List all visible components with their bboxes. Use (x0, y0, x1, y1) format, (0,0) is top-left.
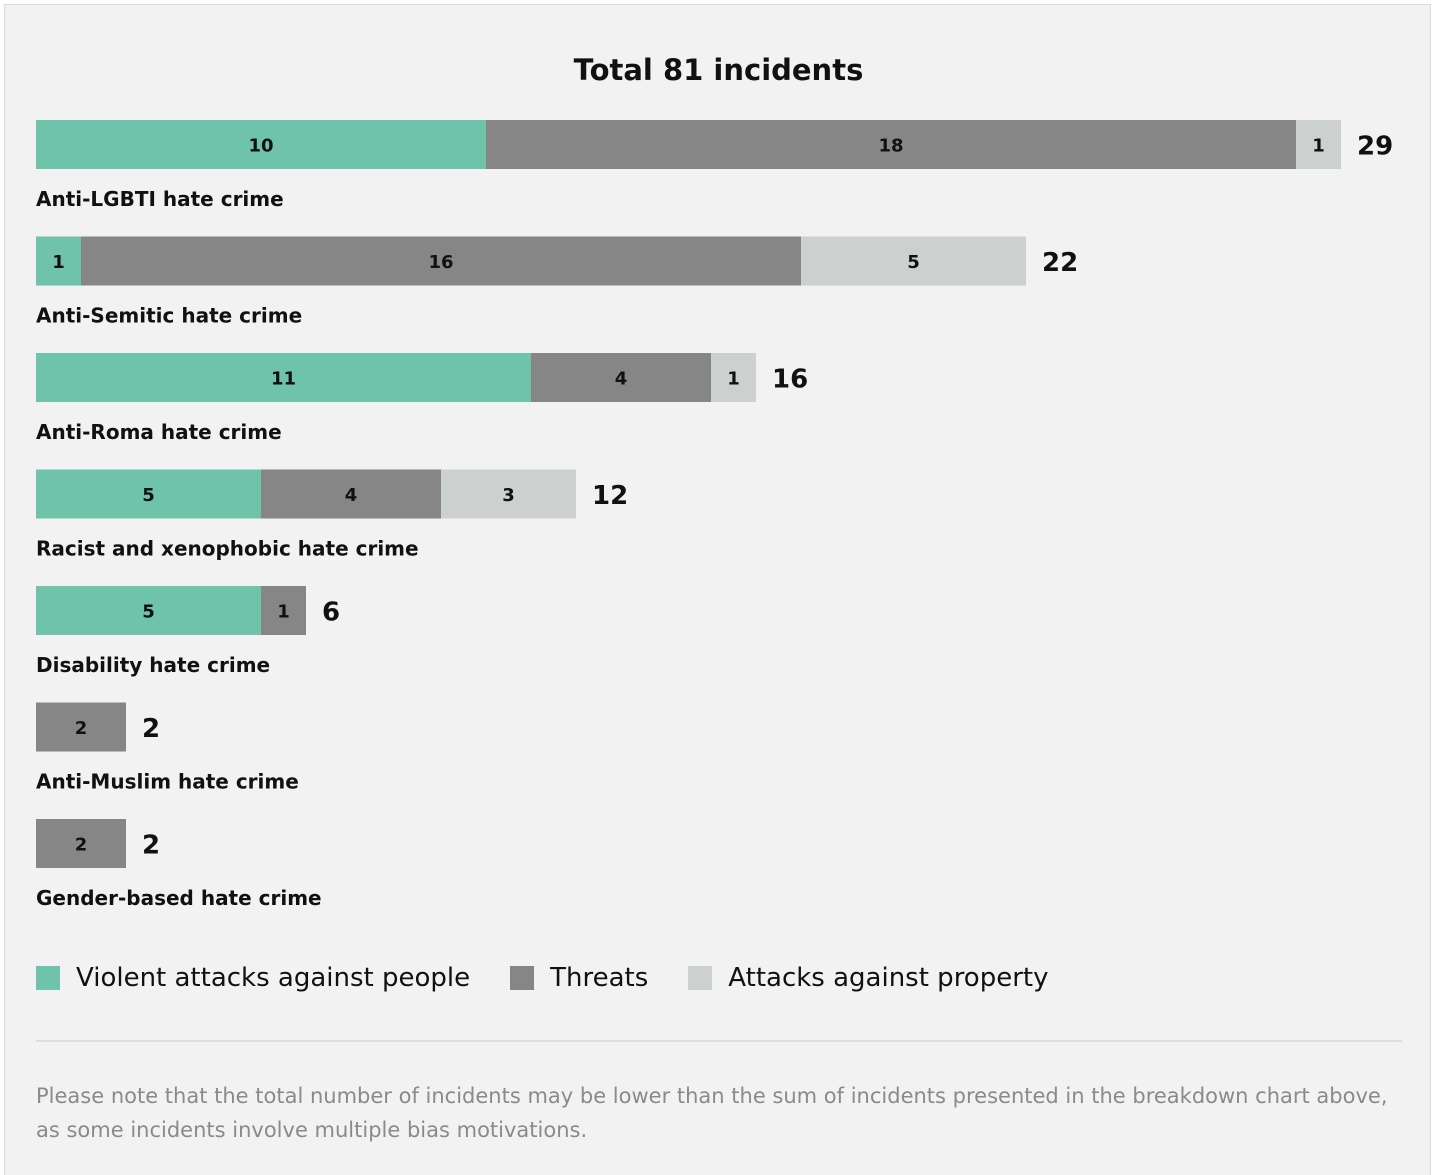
bar-segment (36, 819, 126, 868)
category-label: Gender-based hate crime (36, 886, 322, 910)
legend-swatch-property (688, 966, 713, 990)
segment-value-label: 1 (52, 252, 65, 273)
segment-value-label: 2 (75, 718, 88, 739)
category-label: Anti-LGBTI hate crime (36, 187, 284, 211)
bar-segment (531, 353, 711, 402)
category-label: Disability hate crime (36, 653, 270, 677)
legend-label-threats: Threats (550, 963, 649, 993)
divider (36, 1040, 1402, 1042)
bar-segment (486, 120, 1296, 169)
bar-segment (36, 586, 261, 635)
category-label: Anti-Semitic hate crime (36, 304, 302, 328)
segment-value-label: 1 (1312, 136, 1325, 157)
bar-segment (81, 236, 801, 286)
bar-total-label: 6 (322, 598, 340, 628)
bar-segment (36, 120, 486, 169)
category-label: Racist and xenophobic hate crime (36, 537, 419, 561)
category-label: Anti-Roma hate crime (36, 420, 282, 444)
bar-segment (36, 353, 531, 402)
bar-total-label: 2 (142, 831, 160, 861)
bar-total-label: 29 (1357, 132, 1393, 162)
bar-total-label: 16 (772, 365, 808, 395)
bar-total-label: 22 (1042, 248, 1078, 278)
segment-value-label: 5 (142, 485, 155, 506)
segment-value-label: 1 (277, 602, 290, 623)
bar-segment (261, 586, 306, 635)
bar-segment (801, 236, 1026, 286)
bar-segment (36, 236, 81, 286)
segment-value-label: 18 (878, 136, 903, 157)
bar-total-label: 2 (142, 714, 160, 744)
segment-value-label: 16 (428, 252, 453, 273)
legend-swatch-violent (36, 966, 60, 990)
bar-segment (36, 469, 261, 519)
bar-segment (441, 469, 576, 519)
bar-segment (36, 702, 126, 752)
segment-value-label: 4 (345, 485, 358, 506)
chart-panel: Total 81 incidents 10 18 1 29 Anti-LGBTI hat… (4, 4, 1431, 1175)
segment-value-label: 10 (248, 136, 273, 157)
segment-value-label: 11 (271, 369, 296, 390)
segment-value-label: 5 (142, 602, 155, 623)
legend-swatch-threats (510, 966, 535, 990)
segment-value-label: 2 (75, 835, 88, 856)
category-label: Anti-Muslim hate crime (36, 770, 299, 794)
legend: Violent attacks against people Threats A… (36, 963, 1089, 993)
legend-item-property: Attacks against property (688, 963, 1049, 993)
bar-segment (711, 353, 756, 402)
legend-label-violent: Violent attacks against people (76, 963, 471, 993)
bar-segment (1296, 120, 1341, 169)
bar-segment (261, 469, 441, 519)
bar-total-label: 12 (592, 481, 628, 511)
segment-value-label: 3 (502, 485, 515, 506)
chart-title: Total 81 incidents (573, 53, 864, 87)
segment-value-label: 1 (727, 369, 740, 390)
legend-item-threats: Threats (510, 963, 648, 993)
footnote: Please note that the total number of inc… (36, 1084, 1388, 1142)
segment-value-label: 5 (907, 252, 920, 273)
legend-label-property: Attacks against property (728, 963, 1049, 993)
segment-value-label: 4 (615, 369, 628, 390)
legend-item-violent: Violent attacks against people (36, 963, 470, 993)
